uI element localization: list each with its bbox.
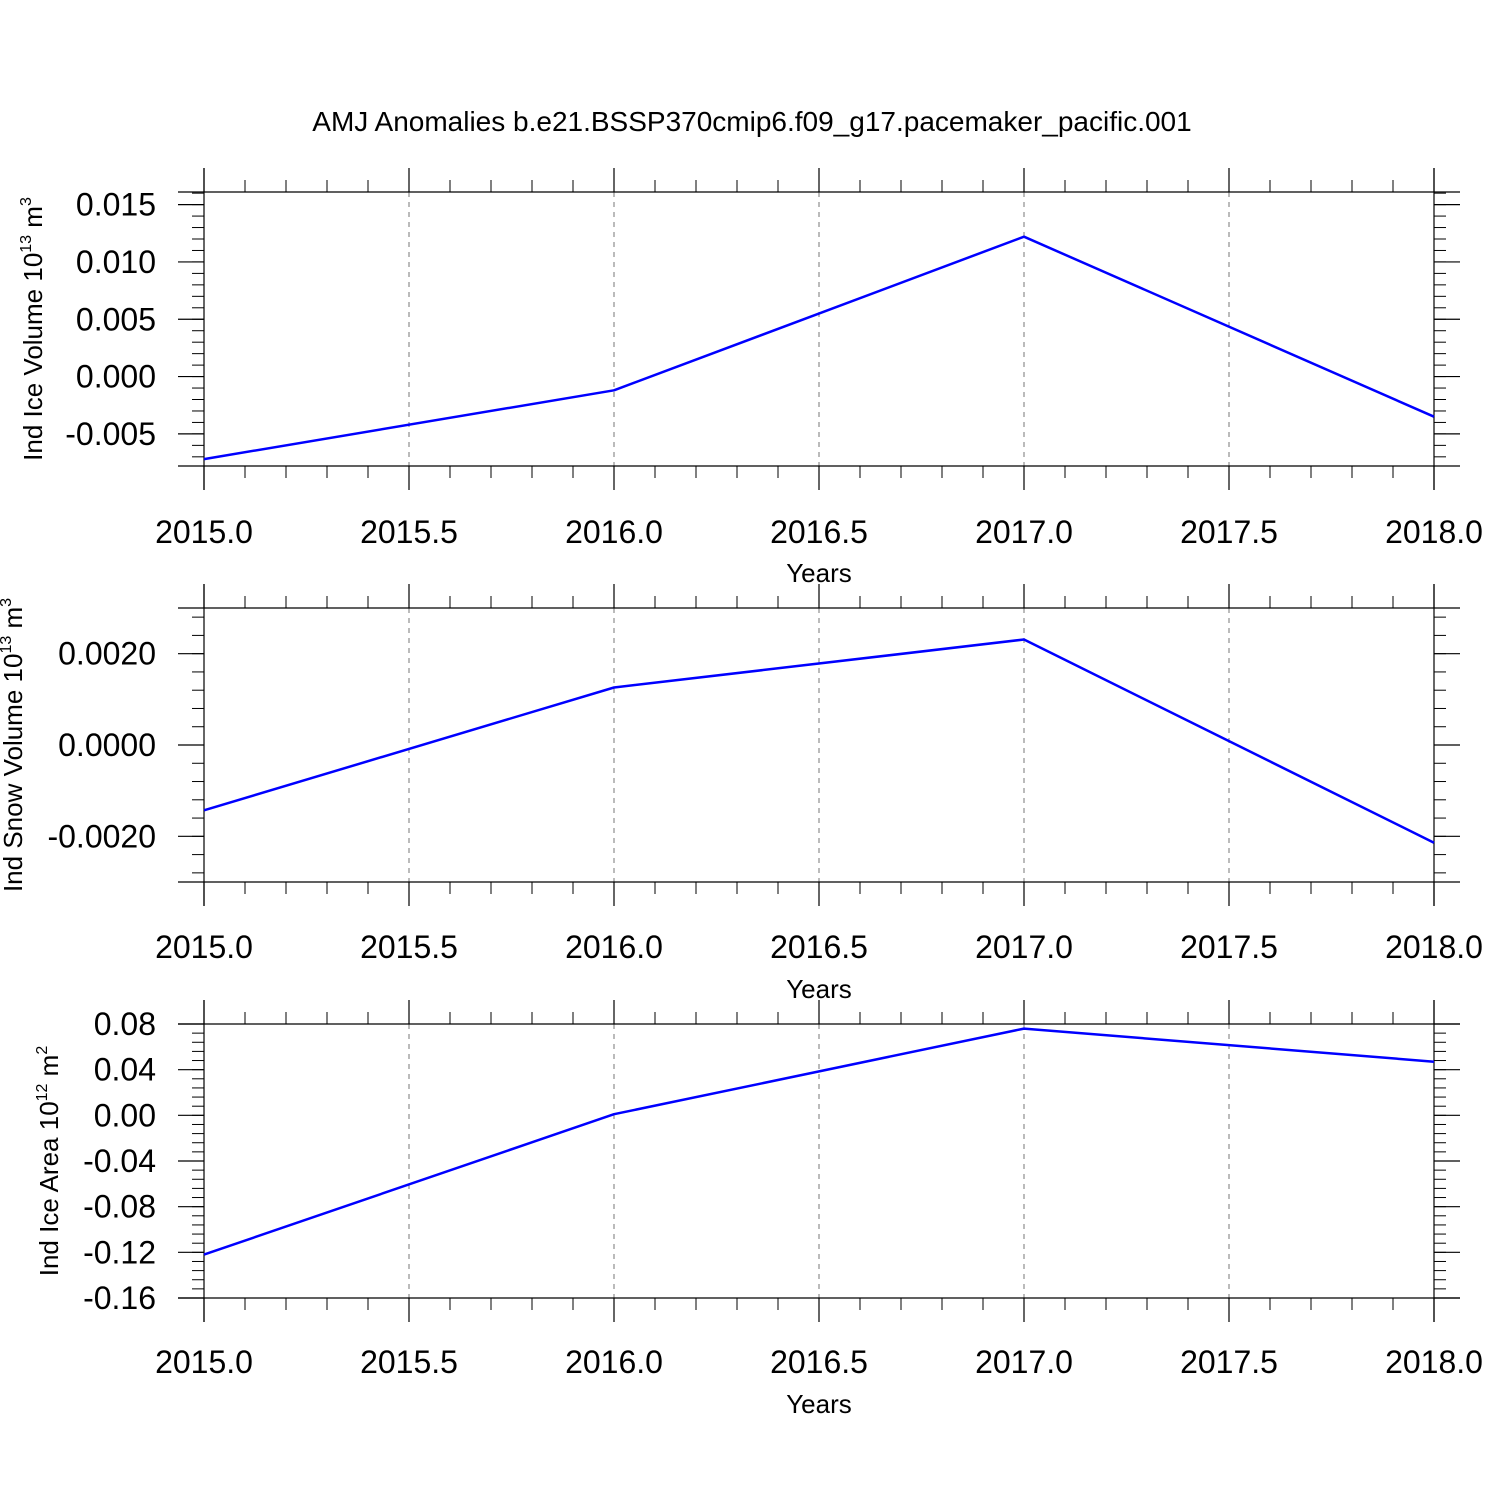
series-line <box>203 638 1435 844</box>
series-line <box>203 1027 1435 1256</box>
x-tick-label: 2016.0 <box>565 929 663 965</box>
x-tick-label: 2016.5 <box>770 514 868 550</box>
y-tick-label: -0.08 <box>83 1189 156 1225</box>
x-tick-label: 2017.5 <box>1180 929 1278 965</box>
y-tick-label: 0.04 <box>94 1052 156 1088</box>
x-tick-label: 2018.0 <box>1385 929 1483 965</box>
y-tick-label: -0.0020 <box>47 818 156 854</box>
chart-title: AMJ Anomalies b.e21.BSSP370cmip6.f09_g17… <box>312 106 1191 137</box>
y-tick-label: 0.000 <box>76 359 156 395</box>
series-line <box>203 235 1435 461</box>
y-tick-label: 0.0000 <box>58 727 156 763</box>
x-tick-label: 2015.5 <box>360 514 458 550</box>
x-axis-title: Years <box>786 974 852 1004</box>
x-tick-label: 2015.5 <box>360 929 458 965</box>
x-tick-label: 2016.5 <box>770 929 868 965</box>
x-tick-label: 2016.5 <box>770 1344 868 1380</box>
y-tick-label: 0.00 <box>94 1097 156 1133</box>
x-tick-label: 2015.0 <box>155 929 253 965</box>
y-tick-label: 0.0020 <box>58 636 156 672</box>
panel-1: 2015.0 2015.5 2016.0 2016.5 2017.0 2017.5 2018… <box>18 168 1483 588</box>
x-tick-label: 2016.0 <box>565 1344 663 1380</box>
y-tick-label: -0.005 <box>65 416 156 452</box>
y-axis-title: Ind Ice Area 1012 m2 <box>34 1046 64 1277</box>
y-tick-label: -0.04 <box>83 1143 156 1179</box>
x-tick-label: 2017.5 <box>1180 514 1278 550</box>
x-tick-label: 2017.5 <box>1180 1344 1278 1380</box>
x-axis-title: Years <box>786 558 852 588</box>
y-axis-title: Ind Snow Volume 1013 m3 <box>0 598 28 892</box>
x-tick-label: 2015.0 <box>155 1344 253 1380</box>
panel-3: 2015.0 2015.5 2016.0 2016.5 2017.0 2017.5 2018… <box>34 1000 1483 1419</box>
x-tick-label: 2018.0 <box>1385 514 1483 550</box>
x-axis-title: Years <box>786 1389 852 1419</box>
x-tick-label: 2016.0 <box>565 514 663 550</box>
y-tick-label: 0.08 <box>94 1006 156 1042</box>
panel-2: 2015.0 2015.5 2016.0 2016.5 2017.0 2017.5 2018… <box>0 584 1483 1004</box>
y-axis-title: Ind Ice Volume 1013 m3 <box>18 197 48 461</box>
x-tick-label: 2015.5 <box>360 1344 458 1380</box>
y-tick-label: 0.015 <box>76 187 156 223</box>
x-tick-label: 2017.0 <box>975 514 1073 550</box>
y-tick-label: -0.16 <box>83 1280 156 1316</box>
x-tick-label: 2017.0 <box>975 1344 1073 1380</box>
y-tick-label: -0.12 <box>83 1234 156 1270</box>
y-tick-label: 0.005 <box>76 301 156 337</box>
x-tick-label: 2017.0 <box>975 929 1073 965</box>
x-tick-label: 2018.0 <box>1385 1344 1483 1380</box>
y-tick-label: 0.010 <box>76 244 156 280</box>
x-tick-label: 2015.0 <box>155 514 253 550</box>
